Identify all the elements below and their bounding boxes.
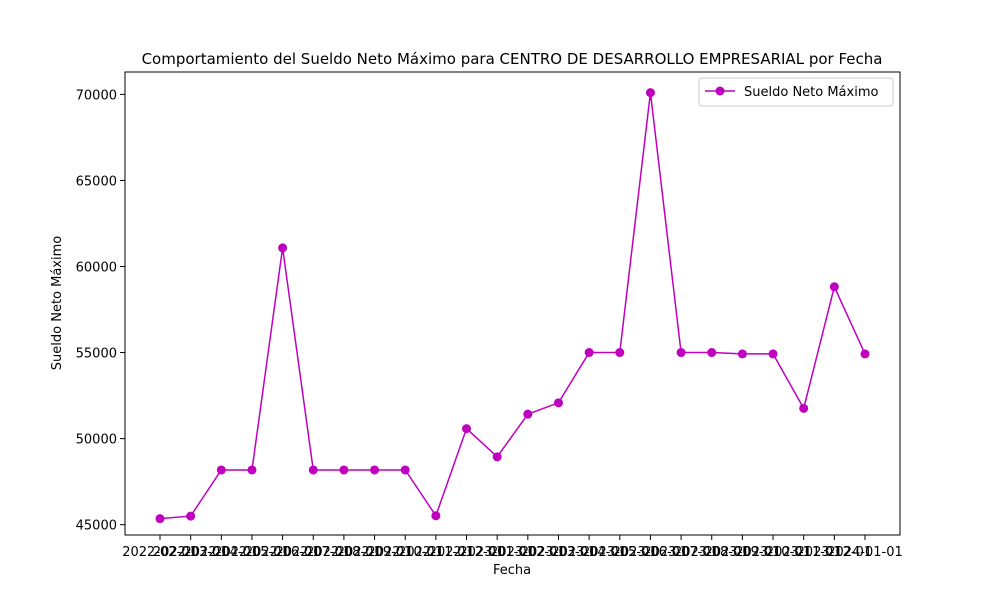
x-tick-label: 2023-06-01	[613, 545, 689, 560]
data-point	[523, 409, 533, 419]
x-tick-label: 2022-03-01	[153, 545, 229, 560]
series-layer	[155, 88, 870, 524]
x-tick-label: 2023-10-01	[735, 545, 811, 560]
x-tick-label: 2022-08-01	[306, 545, 382, 560]
y-tick-label: 50000	[76, 433, 117, 448]
y-tick-label: 65000	[76, 174, 117, 189]
x-tick-label: 2022-07-01	[275, 545, 351, 560]
data-point	[645, 88, 655, 98]
data-point	[186, 511, 196, 521]
data-point	[339, 465, 349, 475]
series-line	[159, 92, 866, 520]
x-tick-label: 2023-07-01	[643, 545, 719, 560]
legend-box	[698, 77, 894, 107]
data-point	[400, 465, 410, 475]
data-point	[370, 465, 380, 475]
y-tick-label: 60000	[76, 260, 117, 275]
data-point	[860, 349, 870, 359]
x-tick-label: 2022-10-01	[367, 545, 443, 560]
data-point	[615, 348, 625, 358]
x-tick-label: 2023-12-01	[797, 545, 873, 560]
y-tick-label: 55000	[76, 347, 117, 362]
x-tick-label: 2023-09-01	[705, 545, 781, 560]
data-point	[247, 465, 257, 475]
data-point	[768, 349, 778, 359]
data-point	[707, 348, 717, 358]
x-tick-label: 2023-01-01	[459, 545, 535, 560]
data-point	[216, 465, 226, 475]
chart-title: Comportamiento del Sueldo Neto Máximo pa…	[142, 50, 883, 68]
x-tick-label: 2022-06-01	[245, 545, 321, 560]
y-tick-label: 45000	[76, 519, 117, 534]
legend-point-marker	[715, 86, 725, 96]
x-tick-label: 2023-08-01	[674, 545, 750, 560]
x-axis-label: Fecha	[493, 563, 531, 578]
data-point	[737, 349, 747, 359]
x-tick-label: 2022-05-01	[214, 545, 290, 560]
x-tick-label: 2023-02-01	[490, 545, 566, 560]
x-tick-label: 2023-05-01	[582, 545, 658, 560]
x-tick-label: 2022-09-01	[337, 545, 413, 560]
legend: Sueldo Neto Máximo	[698, 77, 894, 107]
data-point	[829, 282, 839, 292]
x-tick-label: 2022-02-01	[122, 545, 198, 560]
x-tick-label: 2022-04-01	[184, 545, 260, 560]
x-tick-label: 2022-11-01	[398, 545, 474, 560]
data-point	[278, 243, 288, 253]
y-axis: 45000 50000 55000 60000 65000 70000	[76, 88, 125, 534]
data-point	[308, 465, 318, 475]
data-point	[431, 511, 441, 521]
y-axis-label: Sueldo Neto Máximo	[50, 236, 65, 370]
x-tick-label: 2023-11-01	[766, 545, 842, 560]
data-point	[462, 424, 472, 434]
x-tick-label: 2024-01-01	[827, 545, 903, 560]
data-point	[584, 348, 594, 358]
y-tick-label: 70000	[76, 88, 117, 103]
plot-area	[124, 71, 901, 536]
x-tick-label: 2022-12-01	[429, 545, 505, 560]
legend-label: Sueldo Neto Máximo	[744, 85, 878, 100]
x-tick-label: 2023-03-01	[521, 545, 597, 560]
data-point	[676, 348, 686, 358]
data-point	[155, 514, 165, 524]
x-tick-label: 2023-04-01	[551, 545, 627, 560]
data-point	[799, 403, 809, 413]
x-axis: 2022-02-012022-03-012022-04-012022-05-01…	[122, 535, 903, 560]
data-point	[492, 452, 502, 462]
data-point	[553, 398, 563, 408]
